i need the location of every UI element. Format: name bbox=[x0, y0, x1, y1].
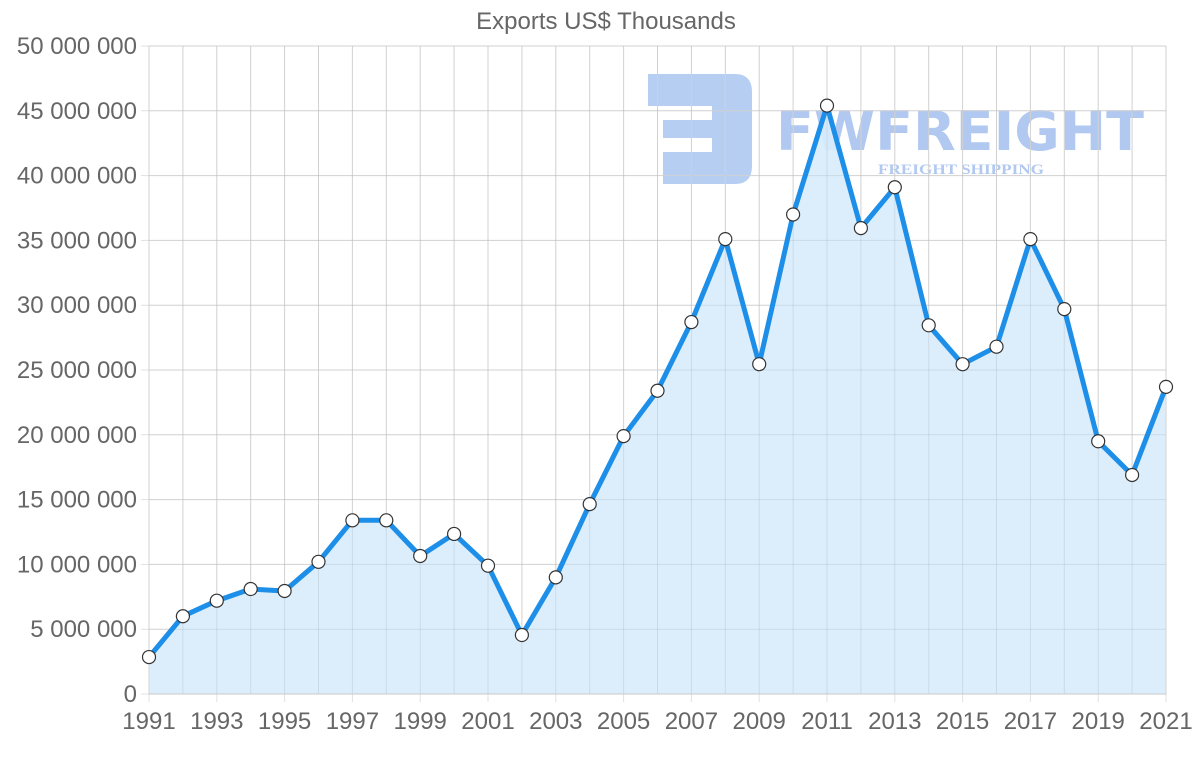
y-tick-label: 20 000 000 bbox=[17, 422, 137, 449]
data-point[interactable] bbox=[785, 207, 801, 222]
data-point[interactable] bbox=[684, 314, 699, 330]
watermark-tagline: FREIGHT SHIPPING bbox=[878, 162, 1044, 178]
x-tick-label: 2003 bbox=[529, 708, 582, 735]
watermark-logo: FWFREIGHT FREIGHT SHIPPING bbox=[648, 74, 1144, 184]
y-tick-label: 50 000 000 bbox=[17, 33, 137, 60]
y-tick-label: 0 bbox=[124, 681, 137, 708]
x-tick-label: 1993 bbox=[190, 708, 243, 735]
y-tick-label: 40 000 000 bbox=[17, 163, 137, 190]
y-axis: 0 5 000 000 10 000 000 15 000 000 20 000 000… bbox=[17, 33, 137, 708]
data-point[interactable] bbox=[175, 609, 190, 624]
data-point[interactable] bbox=[413, 548, 428, 564]
data-point[interactable] bbox=[1158, 379, 1174, 394]
data-point[interactable] bbox=[989, 339, 1004, 354]
chart-title: Exports US$ Thousands bbox=[476, 8, 736, 35]
data-point[interactable] bbox=[514, 627, 530, 643]
x-tick-label: 2019 bbox=[1072, 708, 1125, 735]
x-tick-label: 1991 bbox=[122, 708, 175, 735]
data-point[interactable] bbox=[887, 180, 902, 195]
data-point[interactable] bbox=[650, 383, 665, 398]
data-point[interactable] bbox=[752, 357, 767, 372]
x-tick-label: 1997 bbox=[326, 708, 379, 735]
logo-mark-icon bbox=[648, 74, 752, 184]
data-point[interactable] bbox=[277, 583, 292, 599]
x-tick-label: 2001 bbox=[461, 708, 514, 735]
x-tick-label: 2017 bbox=[1004, 708, 1057, 735]
x-tick-label: 1995 bbox=[258, 708, 311, 735]
x-tick-label: 2015 bbox=[936, 708, 989, 735]
grid-overlay bbox=[148, 45, 1167, 695]
data-point[interactable] bbox=[311, 554, 326, 569]
y-tick-label: 30 000 000 bbox=[17, 292, 137, 319]
data-point[interactable] bbox=[141, 649, 157, 665]
data-point[interactable] bbox=[921, 318, 936, 333]
x-axis: 1991 1993 1995 1997 1999 2001 2003 2005 2007 2009… bbox=[122, 708, 1192, 735]
x-tick-label: 2011 bbox=[801, 708, 853, 735]
data-point[interactable] bbox=[853, 220, 869, 236]
data-point[interactable] bbox=[616, 428, 631, 444]
data-point[interactable] bbox=[345, 513, 360, 528]
data-point[interactable] bbox=[718, 232, 733, 247]
y-tick-label: 15 000 000 bbox=[17, 487, 137, 514]
data-point[interactable] bbox=[480, 558, 496, 573]
x-tick-label: 2013 bbox=[868, 708, 921, 735]
area-fill bbox=[149, 105, 1166, 695]
y-tick-label: 10 000 000 bbox=[17, 551, 137, 578]
data-point[interactable] bbox=[447, 526, 462, 542]
data-point[interactable] bbox=[819, 98, 835, 113]
y-tick-label: 25 000 000 bbox=[17, 357, 137, 384]
data-point[interactable] bbox=[582, 497, 597, 512]
data-point[interactable] bbox=[379, 513, 394, 528]
y-tick-label: 5 000 000 bbox=[30, 616, 137, 643]
data-point[interactable] bbox=[548, 570, 563, 585]
data-point[interactable] bbox=[1091, 434, 1106, 449]
y-tick-label: 45 000 000 bbox=[17, 98, 137, 125]
data-point[interactable] bbox=[1023, 232, 1038, 247]
x-tick-label: 2005 bbox=[597, 708, 650, 735]
data-point[interactable] bbox=[1057, 301, 1072, 317]
y-tick-label: 35 000 000 bbox=[17, 227, 137, 254]
data-point[interactable] bbox=[955, 357, 970, 372]
data-point[interactable] bbox=[1124, 467, 1140, 483]
x-tick-label: 2009 bbox=[733, 708, 786, 735]
data-point[interactable] bbox=[243, 581, 258, 597]
x-tick-label: 2007 bbox=[665, 708, 718, 735]
data-points bbox=[141, 98, 1174, 665]
x-tick-label: 1999 bbox=[394, 708, 447, 735]
data-point[interactable] bbox=[209, 593, 224, 608]
x-tick-label: 2021 bbox=[1139, 708, 1192, 735]
